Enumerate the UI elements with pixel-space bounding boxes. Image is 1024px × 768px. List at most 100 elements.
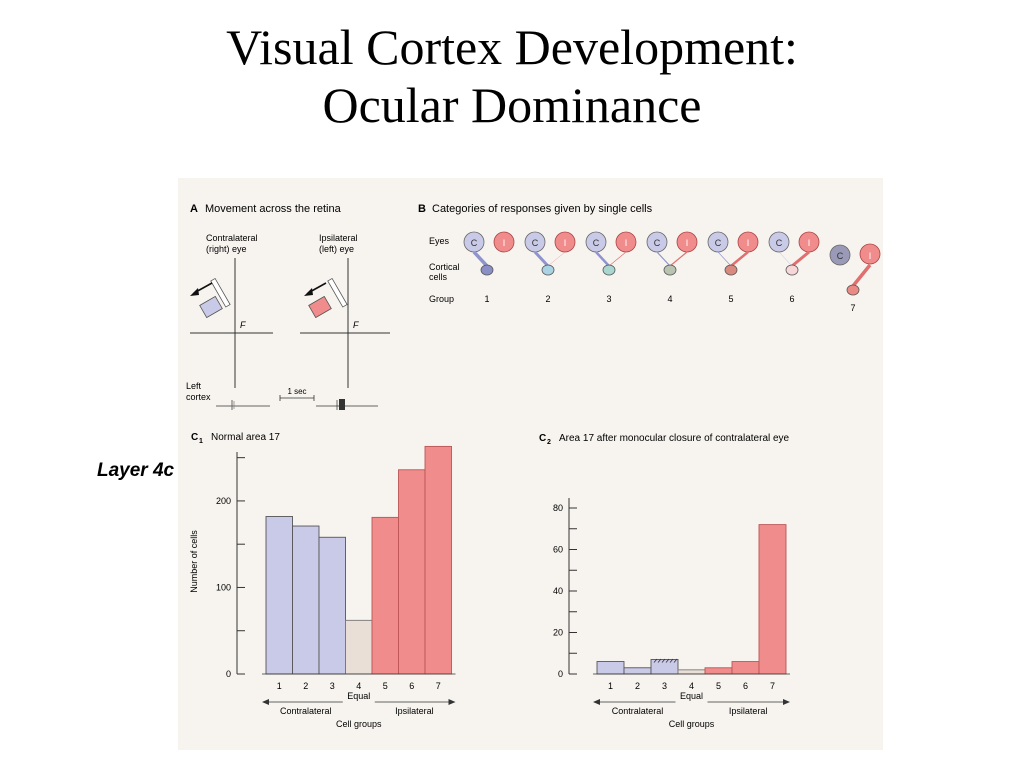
cortical-cell — [785, 264, 799, 276]
y-tick-label: 80 — [553, 503, 563, 513]
x-tick-label: 2 — [635, 681, 640, 691]
x-axis-label: Cell groups — [669, 719, 715, 729]
hatch-mark — [657, 658, 662, 663]
contra-eye-label-1: Contralateral — [206, 233, 258, 243]
x-tick-label: 7 — [770, 681, 775, 691]
ipsi-spike-burst — [339, 399, 345, 410]
group-number: 1 — [484, 294, 489, 304]
bar-group-1 — [596, 661, 625, 675]
ipsi-eye-letter: I — [747, 238, 750, 248]
contra-eye-letter: C — [593, 238, 600, 248]
x-tick-label: 1 — [277, 681, 282, 691]
contra-arrow-head — [190, 288, 199, 296]
x-tick-label: 7 — [436, 681, 441, 691]
ipsi-receptive-field — [308, 295, 332, 319]
contra-direction-label: Contralateral — [612, 706, 664, 716]
ipsi-eye-letter: I — [625, 238, 628, 248]
cortex-label-1: Left — [186, 381, 202, 391]
ipsi-input-line — [730, 251, 749, 267]
slide-title: Visual Cortex Development: Ocular Domina… — [0, 18, 1024, 134]
ipsi-input-line — [547, 251, 566, 267]
contra-input-line — [656, 251, 671, 267]
chart-title: Normal area 17 — [211, 432, 280, 443]
x-tick-label: 4 — [356, 681, 361, 691]
contra-eye-label-2: (right) eye — [206, 244, 247, 254]
contra-input-line — [595, 251, 610, 267]
row-label-cortical-2: cells — [429, 272, 448, 282]
chart-title: Area 17 after monocular closure of contr… — [559, 433, 790, 444]
ipsi-arrowhead — [783, 699, 790, 705]
x-tick-label: 3 — [662, 681, 667, 691]
bar-group-4 — [345, 619, 373, 675]
x-tick-label: 2 — [303, 681, 308, 691]
bar-group-6 — [398, 469, 426, 675]
row-label-cortical-1: Cortical — [429, 262, 460, 272]
ipsi-eye-circle — [493, 231, 515, 253]
bar-group-6 — [731, 661, 760, 675]
panel-b-letter: B — [418, 203, 426, 215]
ipsi-eye-label-1: Ipsilateral — [319, 233, 358, 243]
y-tick-label: 40 — [553, 586, 563, 596]
contra-direction-label: Contralateral — [280, 706, 332, 716]
cortical-cell — [602, 264, 616, 276]
cortical-cell — [846, 284, 860, 296]
ipsi-eye-label-2: (left) eye — [319, 244, 354, 254]
ipsi-input-line — [791, 250, 810, 268]
panel-subscript: 2 — [547, 439, 551, 446]
ipsi-eye-letter: I — [564, 238, 567, 248]
panel-subscript: 1 — [199, 438, 203, 445]
y-tick-label: 0 — [558, 669, 563, 679]
y-tick-label: 0 — [226, 669, 231, 679]
bar-group-5 — [704, 667, 733, 675]
textbook-figure: A Movement across the retina Contralater… — [178, 178, 883, 750]
contra-fixation-label: F — [240, 320, 246, 330]
contra-eye-letter: C — [471, 238, 478, 248]
ipsi-input-line — [851, 263, 872, 288]
contra-arrowhead — [593, 699, 600, 705]
x-tick-label: 3 — [330, 681, 335, 691]
contra-arrowhead — [262, 699, 269, 705]
cortical-cell — [480, 264, 494, 276]
ipsi-direction-label: Ipsilateral — [395, 706, 434, 716]
ipsi-stimulus-bar — [327, 277, 348, 308]
contra-eye-letter: C — [776, 238, 783, 248]
contra-eye-letter: C — [532, 238, 539, 248]
contra-eye-letter: C — [837, 251, 844, 261]
y-tick-label: 20 — [553, 628, 563, 638]
ipsi-eye-letter: I — [686, 238, 689, 248]
ipsi-direction-label: Ipsilateral — [729, 706, 768, 716]
group-number: 2 — [545, 294, 550, 304]
chart-c2: C 2 Area 17 after monocular closure of con… — [539, 433, 790, 729]
ipsi-fixation-label: F — [353, 320, 359, 330]
y-tick-label: 60 — [553, 545, 563, 555]
bar-group-2 — [623, 667, 652, 675]
bar-group-7 — [424, 445, 452, 675]
hatch-mark — [653, 658, 658, 663]
panel-letter: C — [539, 433, 546, 444]
x-tick-label: 5 — [716, 681, 721, 691]
group-number: 4 — [667, 294, 672, 304]
ipsi-arrowhead — [448, 699, 456, 705]
ipsi-eye-circle — [859, 243, 881, 265]
row-label-group: Group — [429, 294, 454, 304]
panel-a: A Movement across the retina Contralater… — [186, 203, 390, 410]
ipsi-eye-letter: I — [503, 238, 506, 248]
contra-eye-letter: C — [654, 238, 661, 248]
cortex-label-2: cortex — [186, 392, 211, 402]
cortical-cell — [724, 264, 738, 276]
group-number: 6 — [789, 294, 794, 304]
contra-input-line — [778, 251, 793, 267]
cortical-cell — [663, 264, 677, 276]
hatch-mark — [673, 658, 678, 663]
hatch-mark — [669, 658, 674, 663]
ipsi-input-line — [669, 251, 688, 267]
slide-title-line-1: Visual Cortex Development: — [226, 19, 798, 75]
bar-group-3 — [318, 536, 346, 675]
panel-letter: C — [191, 432, 198, 443]
contra-eye-circle — [829, 244, 851, 266]
x-tick-label: 5 — [383, 681, 388, 691]
ipsi-eye-letter: I — [869, 251, 872, 261]
slide-title-line-2: Ocular Dominance — [322, 77, 702, 133]
x-tick-label: 6 — [743, 681, 748, 691]
